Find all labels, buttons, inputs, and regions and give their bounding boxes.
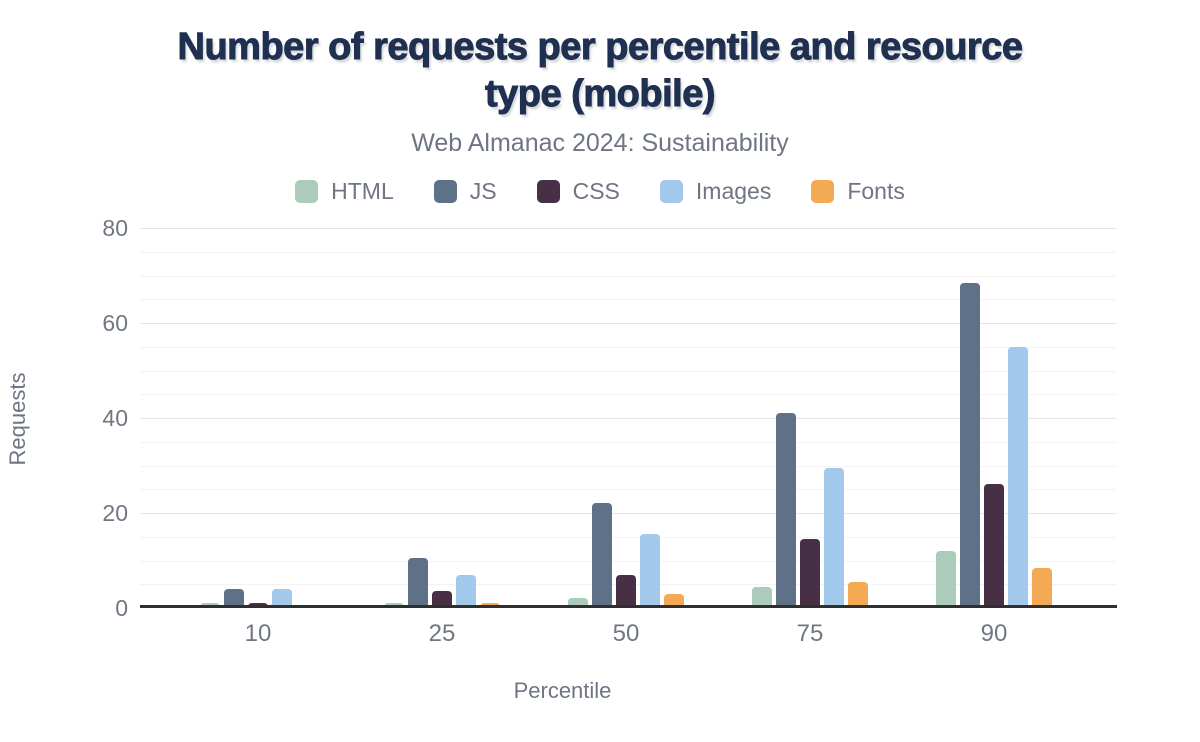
legend-label: Images bbox=[695, 178, 772, 204]
bar-images-p25[interactable] bbox=[456, 575, 476, 608]
legend-label: Fonts bbox=[847, 178, 905, 204]
bar-html-p75[interactable] bbox=[752, 587, 772, 608]
chart-subtitle: Web Almanac 2024: Sustainability bbox=[411, 129, 789, 157]
bar-fonts-p75[interactable] bbox=[848, 582, 868, 608]
bar-html-p50[interactable] bbox=[568, 598, 588, 608]
gridline-minor bbox=[140, 299, 1117, 300]
gridline-major bbox=[140, 513, 1117, 514]
gridline-major bbox=[140, 228, 1117, 229]
y-tick-label: 80 bbox=[102, 215, 128, 241]
chart-title-line1: Number of requests per percentile and re… bbox=[177, 26, 1023, 69]
legend-swatch-css-icon bbox=[536, 180, 560, 203]
legend: HTML JS CSS Images Fonts bbox=[0, 178, 1200, 205]
x-axis-line bbox=[140, 605, 1117, 608]
bar-images-p90[interactable] bbox=[1008, 347, 1028, 608]
legend-swatch-fonts-icon bbox=[811, 180, 835, 203]
gridline-minor bbox=[140, 561, 1117, 562]
bar-js-p25[interactable] bbox=[408, 558, 428, 608]
chart-title-line2: type (mobile) bbox=[485, 72, 716, 115]
gridline-minor bbox=[140, 252, 1117, 253]
chart-title: Number of requests per percentile and re… bbox=[0, 24, 1200, 117]
gridline-major bbox=[140, 418, 1117, 419]
x-tick-label: 10 bbox=[244, 620, 272, 647]
x-tick-label: 25 bbox=[428, 620, 456, 647]
bar-css-p25[interactable] bbox=[432, 591, 452, 608]
legend-item-fonts[interactable]: Fonts bbox=[811, 178, 905, 205]
y-tick-label: 60 bbox=[102, 310, 128, 336]
y-tick-label: 40 bbox=[102, 405, 128, 431]
gridline-major bbox=[140, 323, 1117, 324]
bar-css-p75[interactable] bbox=[800, 539, 820, 608]
bar-js-p75[interactable] bbox=[776, 413, 796, 608]
bar-fonts-p90[interactable] bbox=[1032, 568, 1052, 608]
gridline-minor bbox=[140, 394, 1117, 395]
gridline-minor bbox=[140, 489, 1117, 490]
bar-images-p50[interactable] bbox=[640, 534, 660, 608]
x-tick-label: 90 bbox=[980, 620, 1008, 647]
legend-item-images[interactable]: Images bbox=[659, 178, 772, 205]
bar-js-p50[interactable] bbox=[592, 503, 612, 608]
gridline-minor bbox=[140, 442, 1117, 443]
gridline-minor bbox=[140, 537, 1117, 538]
bar-css-p90[interactable] bbox=[984, 484, 1004, 608]
legend-label: JS bbox=[469, 178, 497, 204]
bar-images-p75[interactable] bbox=[824, 468, 844, 608]
x-tick-label: 50 bbox=[612, 620, 640, 647]
gridline-minor bbox=[140, 347, 1117, 348]
legend-swatch-images-icon bbox=[659, 180, 683, 203]
gridline-minor bbox=[140, 466, 1117, 467]
legend-item-css[interactable]: CSS bbox=[536, 178, 620, 205]
gridline-minor bbox=[140, 276, 1117, 277]
legend-label: HTML bbox=[331, 178, 394, 204]
legend-item-html[interactable]: HTML bbox=[295, 178, 394, 205]
x-tick-label: 75 bbox=[796, 620, 824, 647]
bar-html-p90[interactable] bbox=[936, 551, 956, 608]
legend-item-js[interactable]: JS bbox=[433, 178, 497, 205]
bar-js-p10[interactable] bbox=[224, 589, 244, 608]
bar-css-p50[interactable] bbox=[616, 575, 636, 608]
bar-fonts-p50[interactable] bbox=[664, 594, 684, 608]
y-tick-label: 0 bbox=[115, 595, 128, 621]
gridline-minor bbox=[140, 371, 1117, 372]
bar-js-p90[interactable] bbox=[960, 283, 980, 608]
legend-swatch-html-icon bbox=[295, 180, 319, 203]
y-tick-label: 20 bbox=[102, 500, 128, 526]
legend-swatch-js-icon bbox=[433, 180, 457, 203]
y-axis-title: Requests bbox=[5, 372, 30, 466]
x-axis-title: Percentile bbox=[513, 678, 612, 703]
legend-label: CSS bbox=[572, 178, 620, 204]
bar-images-p10[interactable] bbox=[272, 589, 292, 608]
